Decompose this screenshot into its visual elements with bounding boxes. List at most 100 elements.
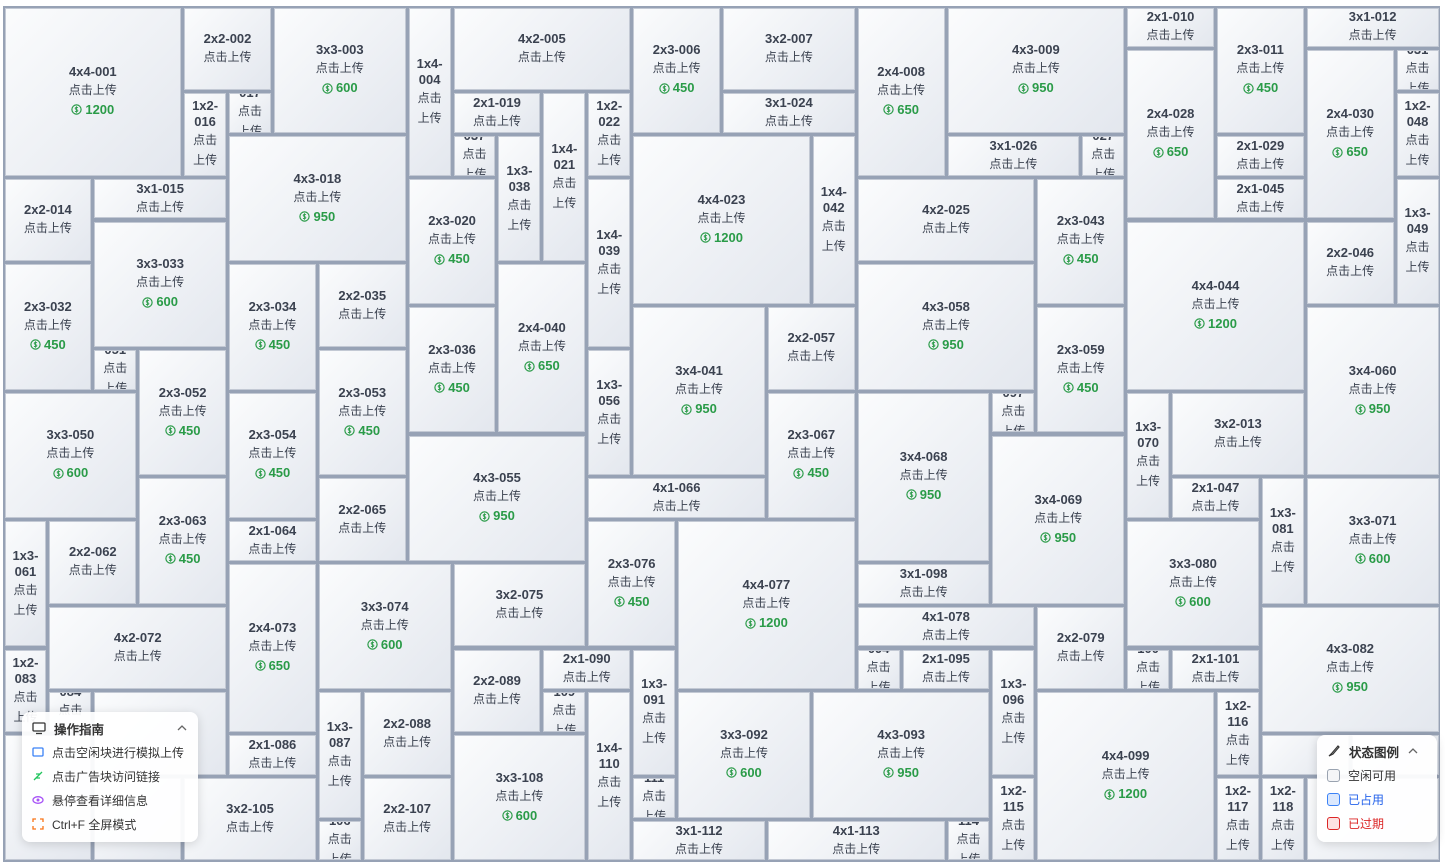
ad-block[interactable]: 1x3-091 点击上传 (633, 649, 676, 775)
ad-block[interactable]: 2x2-046 点击上传 (1306, 221, 1394, 305)
ad-block[interactable]: 2x2-065 点击上传 (318, 478, 406, 561)
ad-block[interactable]: 4x4-044 点击上传 1200 (1127, 221, 1304, 390)
ad-block[interactable]: 1x2-016 点击上传 (184, 93, 227, 176)
ad-block[interactable]: 3x3-033 点击上传 600 (94, 221, 227, 347)
ad-block[interactable]: 3x2-075 点击上传 (453, 563, 586, 647)
ad-block[interactable]: 2x2-089 点击上传 (453, 649, 541, 733)
ad-block[interactable]: 3x1-024 点击上传 (723, 93, 855, 133)
ad-block[interactable]: 3x1-098 点击上传 (857, 563, 990, 604)
ad-block[interactable]: 2x2-088 点击上传 (363, 692, 451, 775)
ad-block[interactable]: 109 点击上传 (543, 692, 586, 733)
ad-block[interactable]: 3x4-068 点击上传 950 (857, 392, 990, 561)
ad-block[interactable]: 2x1-101 点击上传 (1172, 649, 1259, 690)
ad-block[interactable]: 2x1-019 点击上传 (453, 93, 541, 133)
ad-block[interactable]: 3x3-092 点击上传 600 (678, 692, 810, 818)
ad-block[interactable]: 2x3-043 点击上传 450 (1037, 178, 1125, 305)
ad-block[interactable]: 2x1-045 点击上传 (1216, 178, 1304, 219)
ad-block[interactable]: 1x2-048 点击上传 (1396, 93, 1439, 176)
ad-block[interactable]: 2x3-034 点击上传 450 (229, 264, 316, 390)
ad-block[interactable]: 4x3-093 点击上传 950 (812, 692, 990, 818)
ad-block[interactable]: 2x3-076 点击上传 450 (588, 521, 676, 647)
ad-block[interactable]: 1x2-022 点击上传 (588, 93, 631, 176)
ad-block[interactable]: 4x3-055 点击上传 950 (408, 435, 586, 561)
ad-block[interactable]: 3x4-069 点击上传 950 (992, 435, 1125, 604)
ad-block[interactable]: 2x1-064 点击上传 (229, 521, 316, 561)
ad-block[interactable]: 3x3-003 点击上传 600 (273, 7, 406, 133)
ad-block[interactable]: 2x3-054 点击上传 450 (229, 392, 316, 519)
ad-block[interactable]: 2x1-047 点击上传 (1172, 478, 1259, 519)
ad-block[interactable]: 2x2-079 点击上传 (1037, 606, 1125, 690)
ad-block[interactable]: 2x2-014 点击上传 (4, 178, 92, 262)
ad-block[interactable]: 031 点击上传 (1396, 50, 1439, 91)
ad-block[interactable]: 4x4-023 点击上传 1200 (633, 135, 810, 305)
ad-block[interactable]: 3x4-060 点击上传 950 (1306, 307, 1439, 476)
ad-block[interactable]: 2x2-002 点击上传 (184, 7, 271, 91)
ad-block[interactable]: 3x3-050 点击上传 600 (4, 392, 137, 519)
ad-block[interactable]: 106 点击上传 (318, 820, 361, 861)
ad-block[interactable]: 1x3-070 点击上传 (1127, 392, 1170, 519)
ad-block[interactable]: 1x3-087 点击上传 (318, 692, 361, 818)
ad-block[interactable]: 4x2-005 点击上传 (453, 7, 631, 91)
ad-block[interactable]: 114 点击上传 (947, 820, 990, 861)
ad-block[interactable]: 4x1-066 点击上传 (588, 478, 765, 519)
ad-block[interactable]: 4x1-078 点击上传 (857, 606, 1035, 647)
ad-block[interactable]: 3x1-112 点击上传 (633, 820, 765, 861)
ad-block[interactable]: 3x2-007 点击上传 (723, 7, 855, 91)
ad-block[interactable]: 3x2-013 点击上传 (1172, 392, 1304, 476)
ad-block[interactable]: 037 点击上传 (453, 135, 496, 176)
ad-block[interactable]: 1x3-038 点击上传 (498, 135, 541, 262)
ad-block[interactable]: 111 点击上传 (633, 777, 676, 818)
ad-block[interactable]: 2x1-090 点击上传 (543, 649, 631, 690)
ad-block[interactable]: 2x3-067 点击上传 450 (767, 392, 855, 519)
ad-block[interactable]: 4x1-113 点击上传 (767, 820, 945, 861)
ad-block[interactable]: 2x4-028 点击上传 650 (1127, 50, 1214, 219)
ad-block[interactable]: 3x3-074 点击上传 600 (318, 563, 451, 690)
ad-block[interactable]: 2x4-040 点击上传 650 (498, 264, 586, 433)
ad-block[interactable]: 1x4-004 点击上传 (408, 7, 451, 176)
ad-block[interactable]: 2x4-030 点击上传 650 (1306, 50, 1394, 219)
ad-block[interactable]: 4x3-058 点击上传 950 (857, 264, 1035, 390)
ad-block[interactable]: 027 点击上传 (1082, 135, 1125, 176)
ad-block[interactable]: 2x2-107 点击上传 (363, 777, 451, 861)
ad-block[interactable]: 2x3-059 点击上传 450 (1037, 307, 1125, 433)
ad-block[interactable]: 2x1-010 点击上传 (1127, 7, 1214, 48)
ad-block[interactable]: 2x3-032 点击上传 450 (4, 264, 92, 390)
ad-block[interactable]: 3x1-015 点击上传 (94, 178, 227, 219)
ad-block[interactable]: 3x1-012 点击上传 (1306, 7, 1439, 48)
ad-block[interactable]: 3x3-108 点击上传 600 (453, 735, 586, 861)
ad-block[interactable]: 1x3-096 点击上传 (992, 649, 1035, 775)
ad-block[interactable]: 2x1-086 点击上传 (229, 735, 316, 775)
ad-block[interactable]: 4x3-082 点击上传 950 (1261, 606, 1439, 733)
ad-block[interactable]: 2x2-057 点击上传 (767, 307, 855, 390)
ad-block[interactable]: 2x3-036 点击上传 450 (408, 307, 496, 433)
ad-block[interactable]: 4x3-018 点击上传 950 (229, 135, 406, 262)
ad-block[interactable]: 2x2-062 点击上传 (49, 521, 137, 604)
ad-block[interactable]: 1x4-110 点击上传 (588, 692, 631, 861)
ad-block[interactable]: 3x3-080 点击上传 600 (1127, 521, 1259, 647)
ad-block[interactable]: 4x2-025 点击上传 (857, 178, 1035, 262)
ad-block[interactable]: 017 点击上传 (229, 93, 271, 133)
ad-block[interactable]: 2x1-095 点击上传 (902, 649, 990, 690)
ad-block[interactable]: 1x3-056 点击上传 (588, 349, 631, 476)
ad-block[interactable]: 2x2-035 点击上传 (318, 264, 406, 347)
ad-block[interactable]: 2x4-008 点击上传 650 (857, 7, 945, 176)
ad-block[interactable]: 1x4-021 点击上传 (543, 93, 586, 262)
ad-block[interactable]: 1x4-039 点击上传 (588, 178, 631, 347)
collapse-icon[interactable] (176, 723, 188, 733)
ad-block[interactable]: 1x2-116 点击上传 (1216, 692, 1259, 775)
ad-block[interactable]: 2x3-052 点击上传 450 (139, 349, 227, 476)
ad-block[interactable]: 3x2-105 点击上传 (184, 777, 316, 861)
ad-block[interactable]: 1x2-115 点击上传 (992, 777, 1035, 861)
ad-block[interactable]: 2x4-073 点击上传 650 (229, 563, 316, 733)
ad-block[interactable]: 2x3-020 点击上传 450 (408, 178, 496, 305)
ad-block[interactable]: 2x1-029 点击上传 (1216, 135, 1304, 176)
ad-block[interactable]: 4x2-072 点击上传 (49, 606, 227, 690)
ad-block[interactable]: 1x3-081 点击上传 (1261, 478, 1304, 604)
collapse-icon[interactable] (1407, 746, 1419, 756)
ad-block[interactable]: 1x2-117 点击上传 (1216, 777, 1259, 861)
ad-block[interactable]: 051 点击上传 (94, 349, 137, 390)
ad-block[interactable]: 1x3-061 点击上传 (4, 521, 47, 647)
ad-block[interactable]: 4x4-077 点击上传 1200 (678, 521, 855, 690)
ad-block[interactable]: 2x3-011 点击上传 450 (1216, 7, 1304, 133)
ad-block[interactable]: 1x4-042 点击上传 (812, 135, 855, 305)
